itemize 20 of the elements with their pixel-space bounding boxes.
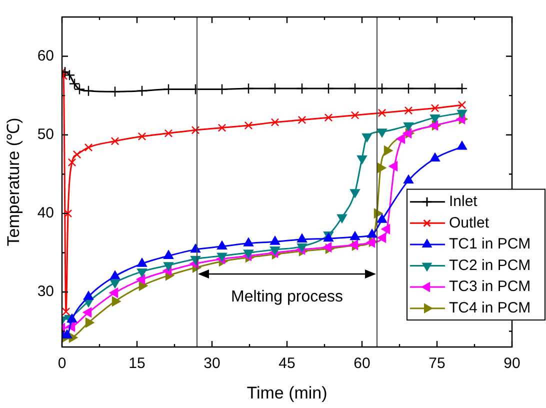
legend-label: Outlet (449, 214, 490, 232)
x-tick-label: 15 (128, 355, 146, 372)
legend-label: TC2 in PCM (449, 256, 531, 274)
y-tick-label: 30 (37, 283, 54, 300)
x-tick-label: 30 (204, 355, 220, 372)
y-tick-label: 40 (37, 204, 54, 222)
y-axis-title: Temperature (℃) (4, 118, 23, 246)
x-axis-title: Time (min) (246, 383, 328, 402)
x-tick-label: 90 (504, 355, 520, 372)
x-tick-label: 0 (58, 355, 66, 372)
x-tick-label: 45 (278, 355, 296, 372)
y-tick-label: 60 (37, 47, 54, 64)
legend-label: Inlet (449, 192, 478, 210)
y-tick-label: 50 (37, 126, 54, 143)
legend-label: TC3 in PCM (449, 278, 531, 296)
legend-label: TC4 in PCM (449, 299, 531, 316)
x-tick-label: 75 (428, 355, 446, 372)
annotation: Melting process (230, 288, 344, 306)
legend-label: TC1 in PCM (449, 236, 531, 253)
x-tick-label: 60 (354, 355, 370, 372)
